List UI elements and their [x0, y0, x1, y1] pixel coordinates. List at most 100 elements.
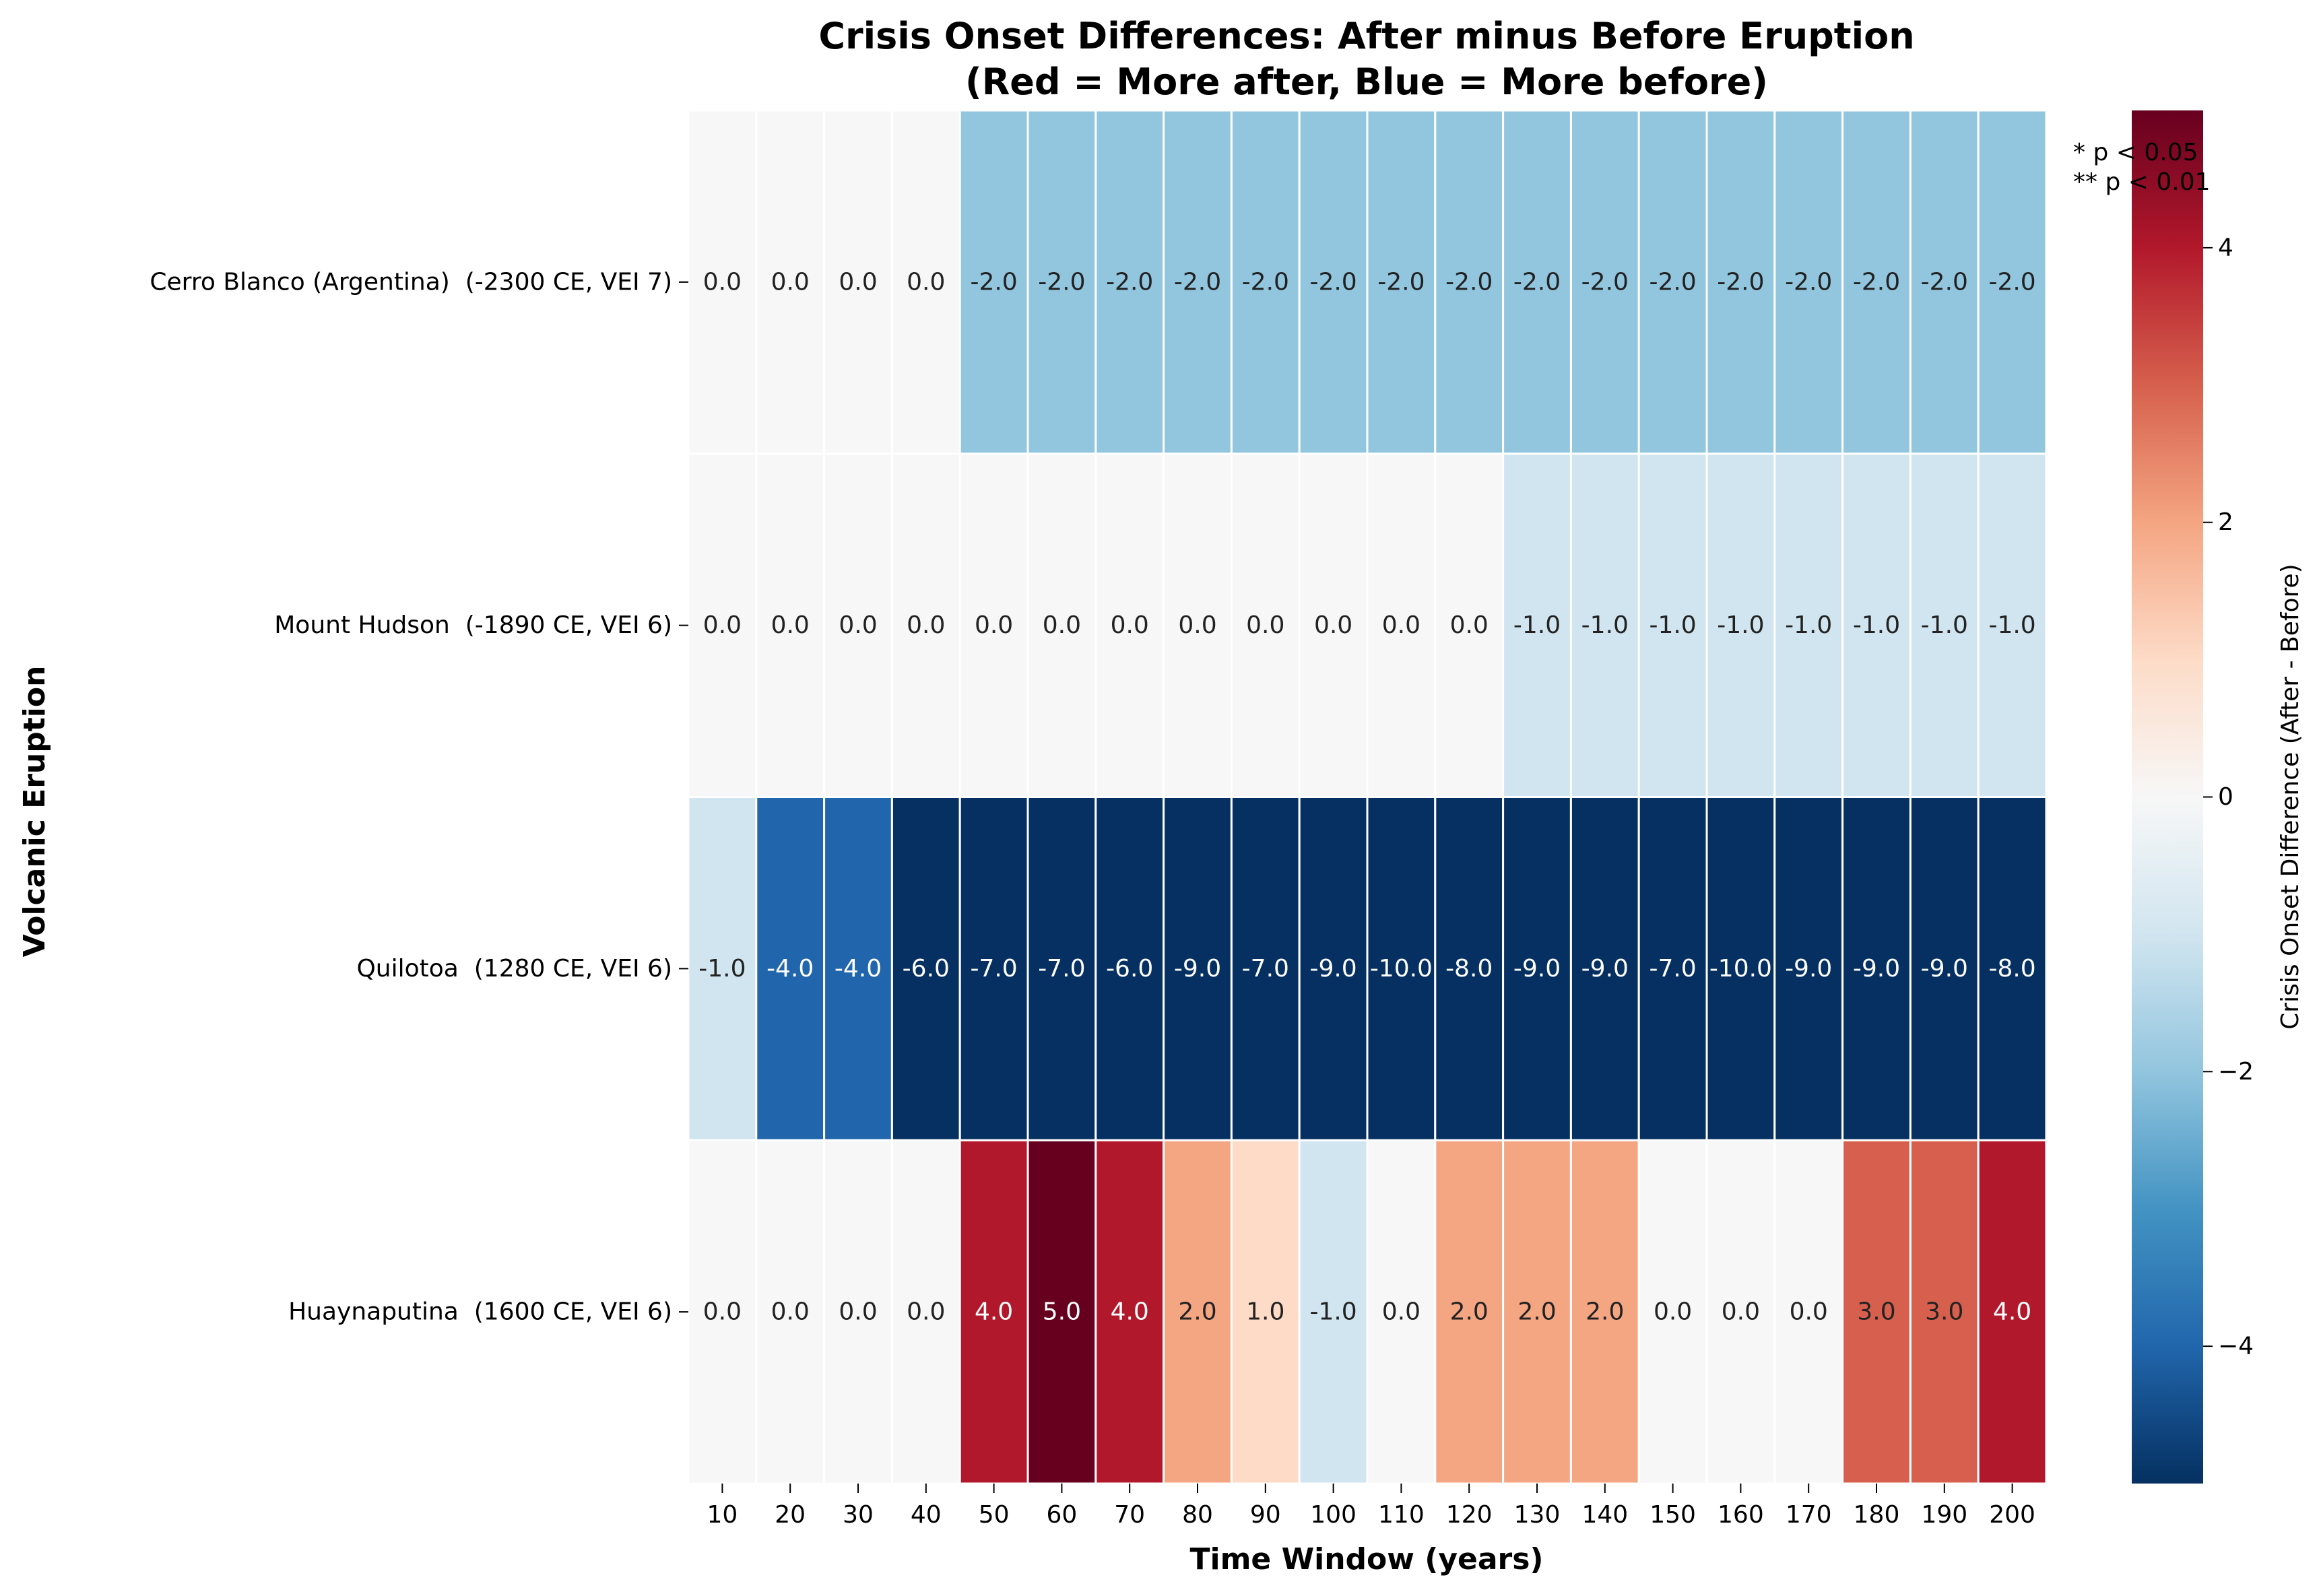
x-tick-label: 20 [775, 1501, 806, 1529]
x-tick-label: 70 [1114, 1501, 1145, 1529]
cell-value-label: -10.0 [1370, 955, 1433, 983]
cell-value-label: 1.0 [1246, 1298, 1284, 1326]
x-tick-label: 10 [707, 1501, 738, 1529]
cell-value-label: -2.0 [1445, 268, 1493, 296]
cell-value-label: 5.0 [1043, 1298, 1081, 1326]
heatmap-cell [1026, 1139, 1097, 1485]
cell-value-label: -7.0 [1038, 955, 1085, 983]
heatmap-cell [1298, 109, 1369, 455]
cell-value-label: -7.0 [970, 955, 1017, 983]
cell-value-label: 2.0 [1586, 1298, 1624, 1326]
x-tick-label: 150 [1650, 1501, 1696, 1529]
x-tick-label: 50 [979, 1501, 1010, 1529]
cell-value-label: -2.0 [1785, 268, 1832, 296]
cell-value-label: 0.0 [1314, 611, 1352, 639]
cell-value-label: -9.0 [1174, 955, 1221, 983]
cell-value-label: -1.0 [1513, 611, 1561, 639]
heatmap-cell [1163, 109, 1233, 455]
x-tick-label: 110 [1378, 1501, 1425, 1529]
cell-value-label: 0.0 [771, 611, 810, 639]
colorbar [2132, 110, 2203, 1484]
heatmap-cell [1163, 796, 1233, 1141]
cell-value-label: 0.0 [771, 268, 810, 296]
x-tick-label: 200 [1989, 1501, 2035, 1529]
heatmap-cell [1705, 796, 1776, 1141]
chart-title: Crisis Onset Differences: After minus Be… [818, 15, 1914, 57]
cell-value-label: 0.0 [975, 611, 1013, 639]
cell-value-label: -9.0 [1581, 955, 1629, 983]
heatmap-cell [1569, 796, 1640, 1141]
colorbar-tick-label: −2 [2218, 1058, 2254, 1086]
heatmap-cell [1298, 1139, 1369, 1485]
cell-value-label: -2.0 [1853, 268, 1900, 296]
x-tick-label: 180 [1854, 1501, 1900, 1529]
x-tick-label: 140 [1581, 1501, 1628, 1529]
heatmap-cell [1434, 109, 1505, 455]
cell-value-label: 0.0 [907, 268, 945, 296]
heatmap-cell [1705, 453, 1776, 798]
x-tick-label: 190 [1921, 1501, 1967, 1529]
x-axis-ticks: 10 20 30 40 50 60 70 80 90 100 110 120 130 140 150 160 1… [707, 1484, 2035, 1529]
heatmap-cell [823, 109, 893, 455]
colorbar-tick-label: 4 [2218, 234, 2233, 261]
heatmap-cell [1569, 1139, 1640, 1485]
cell-value-label: 3.0 [1857, 1298, 1895, 1326]
x-axis-label: Time Window (years) [1189, 1542, 1543, 1576]
heatmap-cell [1230, 453, 1301, 798]
cell-value-label: 3.0 [1925, 1298, 1963, 1326]
heatmap-cell [1095, 1139, 1165, 1485]
cell-value-label: -2.0 [1581, 268, 1629, 296]
heatmap-cell [1637, 1139, 1708, 1485]
y-tick-label: Quilotoa (1280 CE, VEI 6) [356, 955, 672, 983]
heatmap-cell [687, 1139, 758, 1485]
cell-value-label: -1.0 [698, 955, 746, 983]
cell-value-label: -2.0 [1921, 268, 1968, 296]
y-axis-label: Volcanic Eruption [18, 666, 52, 958]
cell-value-label: -10.0 [1709, 955, 1772, 983]
heatmap-cells [687, 109, 2048, 1485]
heatmap-cell [1569, 109, 1640, 455]
x-tick-label: 170 [1786, 1501, 1832, 1529]
cell-value-label: -2.0 [1377, 268, 1425, 296]
cell-value-label: 0.0 [1382, 611, 1420, 639]
cell-value-label: 0.0 [1043, 611, 1081, 639]
heatmap-cell [687, 109, 758, 455]
cell-value-label: 0.0 [839, 611, 877, 639]
cell-value-label: 2.0 [1517, 1298, 1556, 1326]
x-tick-label: 120 [1446, 1501, 1493, 1529]
cell-value-label: 0.0 [1111, 611, 1149, 639]
cell-value-label: 0.0 [771, 1298, 810, 1326]
heatmap-cell [1095, 796, 1165, 1141]
cell-value-label: -2.0 [1309, 268, 1357, 296]
cell-value-label: -2.0 [1174, 268, 1221, 296]
heatmap-cell [1773, 453, 1844, 798]
heatmap-cell [687, 453, 758, 798]
cell-value-label: -2.0 [1513, 268, 1561, 296]
cell-value-label: 0.0 [839, 268, 877, 296]
heatmap-cell [1637, 796, 1708, 1141]
y-tick-label: Huaynaputina (1600 CE, VEI 6) [288, 1298, 672, 1326]
cell-value-label: 2.0 [1178, 1298, 1216, 1326]
cell-value-label: 4.0 [1111, 1298, 1149, 1326]
heatmap-cell [1366, 796, 1437, 1141]
cell-value-label: 4.0 [1993, 1298, 2031, 1326]
heatmap-cell [1434, 1139, 1505, 1485]
x-tick-label: 130 [1514, 1501, 1561, 1529]
heatmap-cell [1230, 1139, 1301, 1485]
cell-value-label: -9.0 [1513, 955, 1561, 983]
x-tick-label: 40 [911, 1501, 942, 1529]
cell-value-label: -2.0 [1038, 268, 1085, 296]
cell-value-label: 0.0 [1450, 611, 1489, 639]
cell-value-label: -2.0 [1242, 268, 1289, 296]
cell-value-label: -9.0 [1785, 955, 1832, 983]
heatmap-cell [823, 453, 893, 798]
significance-note-2: ** p < 0.01 [2073, 168, 2211, 196]
cell-value-label: -1.0 [1785, 611, 1832, 639]
colorbar-tick-label: −4 [2218, 1333, 2254, 1360]
heatmap-cell [1841, 109, 1912, 455]
x-tick-label: 90 [1250, 1501, 1281, 1529]
y-tick-label: Mount Hudson (-1890 CE, VEI 6) [274, 611, 672, 639]
heatmap-cell [1163, 453, 1233, 798]
cell-value-label: 0.0 [907, 611, 945, 639]
